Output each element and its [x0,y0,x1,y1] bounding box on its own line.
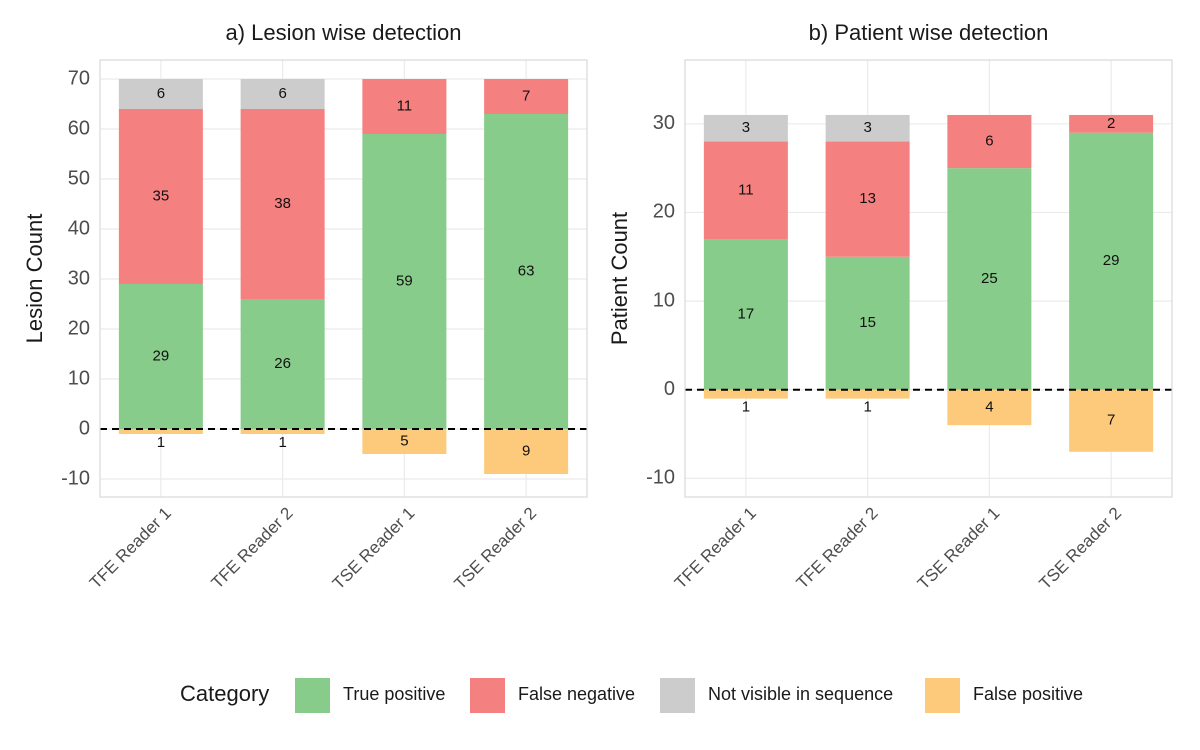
x-tick-label: TSE Reader 2 [451,504,541,594]
bar-segment [362,79,447,134]
bar-segment [240,79,325,109]
x-tick-label: TFE Reader 2 [208,504,297,593]
y-tick-label: 10 [68,367,90,389]
bar-segment [362,429,447,454]
bar-segment [947,168,1032,390]
bar-segment [703,141,788,240]
bar-segment [484,114,569,429]
bar-segment [1069,114,1154,133]
bar-segment [118,429,203,434]
x-tick-label: TFE Reader 1 [86,504,175,593]
data-label: 5 [400,432,408,449]
y-axis-title: Patient Count [607,212,632,345]
y-tick-label: 30 [653,112,675,134]
x-tick-label: TFE Reader 1 [671,504,760,593]
data-label: 15 [859,314,876,331]
data-label: 7 [1107,412,1115,429]
legend-swatch [295,678,330,713]
data-label: 1 [742,399,750,416]
data-label: 3 [863,119,871,136]
data-label: 17 [738,305,755,322]
y-tick-label: 70 [68,67,90,89]
y-tick-label: 0 [664,378,675,400]
data-label: 11 [397,97,413,114]
x-tick-label: TSE Reader 1 [914,504,1004,594]
data-label: 25 [981,270,998,287]
bar-segment [118,109,203,284]
y-axis-title: Lesion Count [22,214,47,344]
data-label: 6 [278,85,286,102]
legend-label: True positive [343,684,445,704]
data-label: 63 [518,262,535,279]
y-tick-label: -10 [646,467,675,489]
data-label: 1 [863,399,871,416]
x-tick-label: TSE Reader 2 [1036,504,1126,594]
chart-title: b) Patient wise detection [809,20,1049,45]
data-label: 35 [153,187,170,204]
data-label: 6 [985,133,993,150]
y-tick-label: 0 [79,417,90,439]
data-label: 1 [278,434,286,451]
data-label: 29 [1103,252,1120,269]
bar-segment [240,109,325,299]
legend-swatch [925,678,960,713]
chart-title: a) Lesion wise detection [225,20,461,45]
data-label: 2 [1107,115,1115,132]
legend-label: False positive [973,684,1083,704]
data-label: 59 [396,272,413,289]
bar-segment [947,114,1032,169]
x-tick-label: TFE Reader 2 [793,504,882,593]
legend-label: False negative [518,684,635,704]
bar-segment [484,429,569,474]
bar-segment [484,79,569,114]
y-tick-label: 50 [68,167,90,189]
bar-segment [118,284,203,429]
data-label: 13 [859,190,876,207]
legend-swatch [470,678,505,713]
bar-segment [703,239,788,390]
bar-segment [240,429,325,434]
bar-segment [1069,132,1154,390]
bar-segment [825,114,910,142]
bar-segment [947,389,1032,426]
y-tick-label: 10 [653,289,675,311]
data-label: 38 [274,195,291,212]
bar-segment [825,141,910,257]
y-tick-label: 60 [68,117,90,139]
legend-title: Category [180,681,269,706]
bar-segment [703,389,788,399]
bar-segment [1069,389,1154,452]
bar-segment [825,256,910,390]
data-label: 1 [157,434,165,451]
panel-border [99,59,588,498]
y-tick-label: 30 [68,267,90,289]
y-tick-label: 40 [68,217,90,239]
data-label: 26 [274,355,291,372]
y-tick-label: 20 [653,201,675,223]
x-tick-label: TSE Reader 1 [329,504,419,594]
data-label: 29 [153,347,170,364]
bar-segment [240,299,325,429]
y-tick-label: -10 [61,467,90,489]
data-label: 7 [522,87,530,104]
legend-swatch [660,678,695,713]
bar-segment [118,79,203,109]
data-label: 4 [985,398,993,415]
y-tick-label: 20 [68,317,90,339]
legend-label: Not visible in sequence [708,684,893,704]
bar-segment [703,114,788,142]
data-label: 3 [742,119,750,136]
bar-segment [362,134,447,429]
panel-border [684,59,1173,498]
data-label: 11 [738,181,754,198]
data-label: 9 [522,442,530,459]
bar-segment [825,389,910,399]
data-label: 6 [157,85,165,102]
